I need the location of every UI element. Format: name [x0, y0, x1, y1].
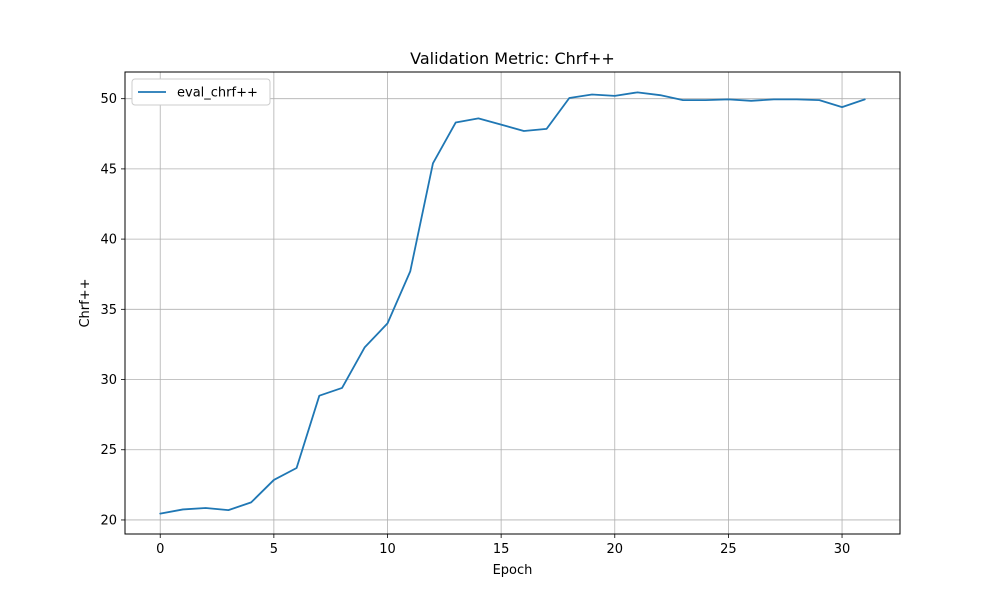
data-point [682, 99, 684, 101]
data-point [227, 509, 229, 511]
data-point [659, 94, 661, 96]
data-point [591, 93, 593, 95]
data-point [205, 507, 207, 509]
data-point [250, 501, 252, 503]
legend: eval_chrf++ [131, 78, 271, 106]
series-layer [159, 91, 866, 515]
data-point [159, 513, 161, 515]
y-tick-label: 45 [100, 162, 117, 177]
legend-label: eval_chrf++ [177, 86, 258, 101]
x-axis-label: Epoch [493, 563, 533, 578]
x-tick-label: 15 [493, 542, 510, 557]
x-tick-label: 5 [270, 542, 278, 557]
data-point [705, 99, 707, 101]
data-point [477, 117, 479, 119]
data-point [432, 162, 434, 164]
y-tick-label: 35 [100, 303, 117, 318]
y-tick-label: 50 [100, 92, 117, 107]
y-tick-label: 40 [100, 233, 117, 248]
chart-title: Validation Metric: Chrf++ [410, 49, 615, 68]
y-tick-label: 25 [100, 443, 117, 458]
y-tick-label: 20 [100, 513, 117, 528]
x-tick-label: 10 [379, 542, 396, 557]
data-point [182, 508, 184, 510]
data-point [318, 395, 320, 397]
tick-layer: 0 5 10 15 20 25 30 20 25 30 35 40 45 50 [100, 92, 850, 557]
data-point [523, 130, 525, 132]
legend-box [131, 78, 271, 106]
data-point [364, 346, 366, 348]
data-point [750, 100, 752, 102]
data-point [773, 98, 775, 100]
data-point [637, 91, 639, 93]
x-tick-label: 30 [834, 542, 851, 557]
data-point [341, 387, 343, 389]
data-point [546, 128, 548, 130]
data-point [568, 97, 570, 99]
data-point [409, 270, 411, 272]
series-line [159, 91, 866, 515]
x-tick-label: 0 [156, 542, 164, 557]
plot-area-frame [124, 71, 901, 535]
x-tick-label: 20 [606, 542, 623, 557]
data-point [500, 124, 502, 126]
data-point [796, 98, 798, 100]
data-point [614, 95, 616, 97]
grid-layer [125, 72, 900, 534]
data-point [296, 467, 298, 469]
data-point [387, 322, 389, 324]
data-point [841, 106, 843, 108]
y-axis-label: Chrf++ [78, 278, 93, 327]
y-tick-label: 30 [100, 373, 117, 388]
data-point [273, 479, 275, 481]
data-point [727, 98, 729, 100]
x-tick-label: 25 [720, 542, 737, 557]
data-point [455, 122, 457, 124]
data-point [818, 99, 820, 101]
data-point [864, 98, 866, 100]
